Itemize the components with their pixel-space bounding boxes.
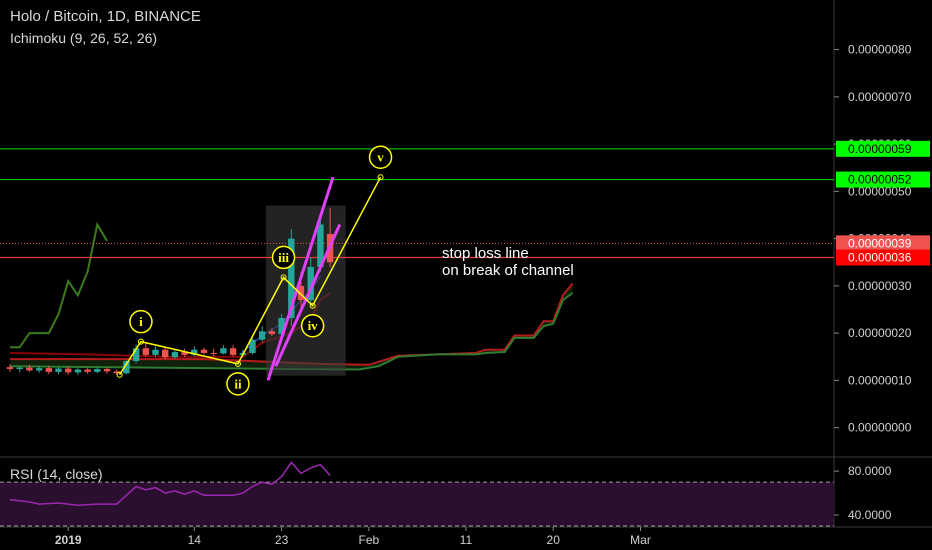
y-tick-label: 0.00000080 xyxy=(848,43,912,57)
price-badge-label: 0.00000059 xyxy=(848,142,912,156)
x-tick-label: Feb xyxy=(359,533,380,547)
candle-body xyxy=(113,371,120,374)
candle-body xyxy=(181,352,188,355)
channel-line xyxy=(274,223,342,367)
x-tick-label: 11 xyxy=(460,533,473,547)
candle-body xyxy=(278,318,285,335)
main-pane xyxy=(0,0,834,456)
price-badge-label: 0.00000039 xyxy=(848,236,912,250)
wave-vertex xyxy=(280,274,287,281)
candle-body xyxy=(6,367,14,370)
candle-body xyxy=(210,352,217,354)
ichimoku-cloud xyxy=(10,283,573,370)
candle-body xyxy=(94,369,101,372)
candle-body xyxy=(103,369,111,372)
y-tick-label: 0.00000070 xyxy=(848,90,912,104)
wave-label-circle xyxy=(129,309,153,334)
wave-vertex xyxy=(116,371,123,378)
candle-body xyxy=(249,339,256,353)
y-tick-label: 0.00000000 xyxy=(848,421,912,435)
rsi-tick-label: 80.0000 xyxy=(848,464,892,478)
candle-body xyxy=(200,349,208,353)
candle-body xyxy=(16,367,23,370)
annotation-line-1: stop loss line xyxy=(442,245,529,262)
wave-label: v xyxy=(377,150,384,165)
wave-label-circle xyxy=(271,245,296,270)
wave-label: ii xyxy=(234,376,242,391)
price-badge xyxy=(836,235,930,252)
candle-body xyxy=(259,331,266,340)
x-tick-label: Mar xyxy=(630,533,651,547)
wave-vertex xyxy=(309,302,316,309)
price-badge xyxy=(836,140,930,157)
y-tick-label: 0.00000030 xyxy=(848,279,912,293)
rsi-line xyxy=(9,461,331,506)
price-badge-label: 0.00000036 xyxy=(848,251,912,265)
candle-body xyxy=(297,285,305,301)
candle-body xyxy=(229,348,237,355)
wave-vertex xyxy=(377,174,384,181)
candle-body xyxy=(152,349,159,355)
elliott-wave-path xyxy=(118,176,382,376)
wave-label: i xyxy=(139,314,143,329)
x-tick-label: 14 xyxy=(188,533,202,547)
price-badge xyxy=(836,249,930,266)
candle-body xyxy=(65,368,72,373)
wave-label-circle xyxy=(368,145,393,169)
candle-body xyxy=(268,331,276,335)
candle-body xyxy=(288,238,295,319)
annotation-text: stop loss line on break of channel xyxy=(442,245,574,279)
chart-title: Holo / Bitcoin, 1D, BINANCE xyxy=(10,8,201,25)
candle-body xyxy=(55,368,62,372)
indicator-label: Ichimoku (9, 26, 52, 26) xyxy=(10,30,158,46)
y-tick-label: 0.00000050 xyxy=(848,184,912,198)
candle-body xyxy=(26,367,33,371)
x-tick-label: 23 xyxy=(275,533,289,547)
candle-body xyxy=(142,348,149,355)
channel-line xyxy=(266,176,335,381)
x-tick-label: 20 xyxy=(547,533,561,547)
price-badge xyxy=(836,171,930,188)
wave-label: iv xyxy=(308,318,319,333)
y-tick-label: 0.00000020 xyxy=(848,326,912,340)
candle-body xyxy=(307,266,314,301)
wave-label-circle xyxy=(226,372,250,396)
annotation-line-2: on break of channel xyxy=(442,262,574,279)
wave-vertex xyxy=(137,338,144,345)
wave-label: iii xyxy=(278,250,289,265)
candle-body xyxy=(162,349,169,358)
x-tick-label: 2019 xyxy=(55,533,82,547)
candle-body xyxy=(45,368,52,372)
wave-vertex xyxy=(234,360,241,367)
rsi-tick-label: 40.0000 xyxy=(848,508,892,522)
candle-body xyxy=(123,361,130,374)
y-tick-label: 0.00000010 xyxy=(848,373,912,387)
rsi-band-fill xyxy=(0,482,834,526)
rsi-label: RSI (14, close) xyxy=(10,466,103,482)
candle-body xyxy=(132,348,140,362)
lagging-span xyxy=(10,221,108,349)
candle-body xyxy=(191,349,198,355)
candle-body xyxy=(220,348,227,354)
candle-body xyxy=(317,224,324,267)
candle-body xyxy=(74,369,82,373)
price-badge-label: 0.00000052 xyxy=(848,173,912,187)
candle-body xyxy=(84,369,91,372)
candle-body xyxy=(35,368,43,371)
wave-label-circle xyxy=(300,313,325,338)
candle-body xyxy=(171,352,179,358)
